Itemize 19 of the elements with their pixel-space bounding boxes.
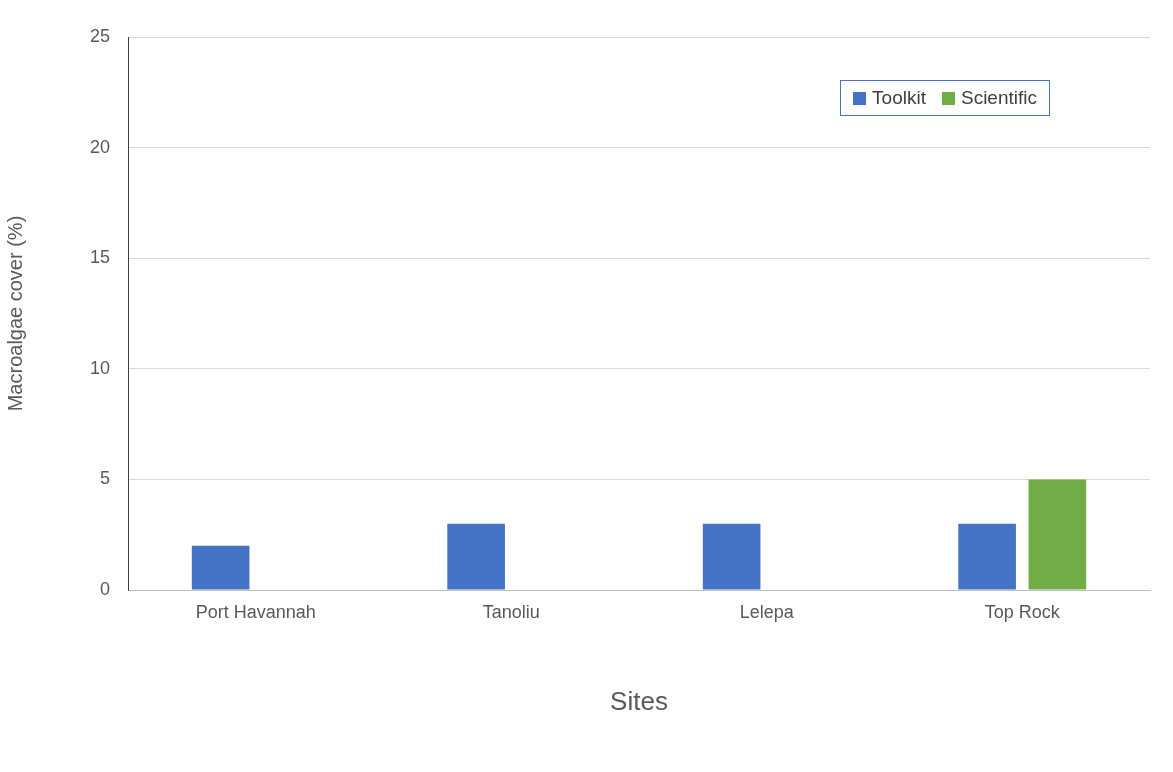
y-tick-label: 0 bbox=[99, 578, 110, 599]
x-tick-label: Top Rock bbox=[984, 601, 1061, 622]
x-axis-title: Sites bbox=[610, 685, 668, 716]
bar bbox=[958, 523, 1016, 590]
legend-label: Toolkit bbox=[872, 87, 926, 109]
y-tick-label: 5 bbox=[99, 468, 110, 489]
x-tick-label: Lelepa bbox=[739, 601, 795, 622]
legend-label: Scientific bbox=[960, 87, 1037, 109]
y-axis-title: Macroalgae cover (%) bbox=[3, 215, 26, 412]
bar bbox=[447, 523, 505, 590]
x-tick-label: Port Havannah bbox=[195, 601, 316, 622]
y-tick-label: 10 bbox=[89, 357, 110, 378]
bar bbox=[191, 545, 250, 590]
y-tick-label: 20 bbox=[89, 136, 110, 157]
bar bbox=[1028, 479, 1087, 590]
y-tick-label: 25 bbox=[89, 25, 110, 46]
bar bbox=[702, 523, 761, 590]
x-tick-label: Tanoliu bbox=[482, 601, 540, 622]
y-tick-label: 15 bbox=[89, 247, 110, 268]
